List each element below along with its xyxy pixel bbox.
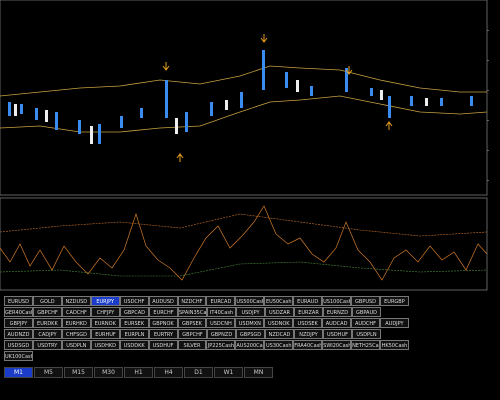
symbol-button[interactable]: USDJPY	[236, 307, 265, 317]
symbol-button[interactable]: HK50Cash	[379, 340, 409, 350]
symbol-button[interactable]: USDCNH	[206, 318, 236, 328]
symbol-button[interactable]: GBPCHF	[178, 329, 207, 339]
symbol-button[interactable]: SPAIN35Cash	[178, 307, 207, 317]
symbol-button[interactable]: NZDCHF	[177, 296, 207, 306]
upper-band	[0, 65, 487, 97]
timeframe-bar: M1 M5 M15 M30 H1 H4 D1 W1 MN	[4, 367, 274, 378]
symbol-button[interactable]: GBPSGD	[236, 329, 265, 339]
symbol-button[interactable]: USDDKK	[119, 340, 149, 350]
symbol-button[interactable]: FRA40Cash	[293, 340, 323, 350]
symbol-button[interactable]: SILVER	[177, 340, 207, 350]
symbol-button[interactable]: EURGBP	[379, 296, 409, 306]
symbol-row: UK100Cash	[4, 351, 409, 362]
symbol-button[interactable]: UK100Cash	[4, 351, 33, 361]
symbol-row: AUDNZD CADJPY CHFSGD EURHUF EURPLN EURTRY GBPC…	[4, 329, 409, 340]
symbol-button[interactable]: GBPUSD	[351, 296, 380, 306]
symbol-button[interactable]: EURNOK	[90, 318, 120, 328]
symbol-button[interactable]: AUDNZD	[4, 329, 33, 339]
symbol-button[interactable]: USDNOK	[264, 318, 294, 328]
timeframe-button[interactable]: M15	[64, 367, 93, 378]
price-frame	[0, 0, 488, 196]
timeframe-button[interactable]: M30	[94, 367, 123, 378]
symbol-button[interactable]: IT40Cash	[207, 307, 236, 317]
symbol-panel: EURUSD GOLD NZDUSD EURJPY USDCHF AUDUSD NZDCHF…	[4, 296, 409, 362]
symbol-button[interactable]: EURCAD	[206, 296, 236, 306]
symbol-button[interactable]: GBPNOK	[148, 318, 178, 328]
symbol-button[interactable]: GER40Cash	[4, 307, 33, 317]
symbol-button[interactable]: CHFJPY	[91, 307, 120, 317]
stoch-lower	[0, 261, 488, 277]
symbol-button[interactable]: GBPJPY	[4, 318, 33, 328]
timeframe-button[interactable]: H4	[154, 367, 183, 378]
symbol-row: EURUSD GOLD NZDUSD EURJPY USDCHF AUDUSD NZDCHF…	[4, 296, 409, 307]
symbol-row: USDSGD USDTRY USDPLN USDHKD USDDKK USDHUF SILV…	[4, 340, 409, 351]
symbol-button[interactable]: CADCHF	[62, 307, 91, 317]
axis-ticks	[487, 30, 489, 181]
symbol-button[interactable]: GBPNZD	[207, 329, 236, 339]
symbol-button[interactable]: JP225Cash	[206, 340, 236, 350]
symbol-button[interactable]: AUDCAD	[322, 318, 352, 328]
symbol-row: GER40Cash GBPCHF CADCHF CHFJPY GBPCAD EURCHF S…	[4, 307, 409, 318]
symbol-button[interactable]: AUDJPY	[379, 318, 409, 328]
timeframe-button[interactable]: MN	[244, 367, 273, 378]
symbol-button[interactable]: USDPLN	[352, 329, 381, 339]
symbol-button[interactable]: AUDUSD	[148, 296, 178, 306]
symbol-button[interactable]: NZDCAD	[265, 329, 294, 339]
stoch-line	[0, 205, 488, 281]
symbol-button[interactable]: USDSEK	[293, 318, 323, 328]
symbol-button[interactable]: US30Cash	[264, 340, 294, 350]
symbol-button[interactable]: US100Cash	[322, 296, 352, 306]
symbol-row: GBPJPY EURDKK EURHKD EURNOK EURSEK GBPNOK GBPS…	[4, 318, 409, 329]
symbol-button[interactable]: NZDJPY	[294, 329, 323, 339]
timeframe-button[interactable]: W1	[214, 367, 243, 378]
symbol-button[interactable]: GOLD	[32, 296, 62, 306]
symbol-button[interactable]: CHFSGD	[62, 329, 91, 339]
indicator-frame	[0, 197, 488, 291]
symbol-button[interactable]: CADJPY	[33, 329, 62, 339]
symbol-button[interactable]: USDTRY	[32, 340, 62, 350]
symbol-button[interactable]: US500Cash	[235, 296, 265, 306]
symbol-button[interactable]: USDHUF	[323, 329, 352, 339]
timeframe-button[interactable]: D1	[184, 367, 213, 378]
symbol-button[interactable]: AUDCHF	[351, 318, 380, 328]
symbol-button[interactable]: EURZAR	[294, 307, 323, 317]
symbol-button[interactable]: USDMXN	[235, 318, 265, 328]
stoch-upper	[0, 213, 488, 237]
symbol-button[interactable]: USDSGD	[4, 340, 33, 350]
timeframe-button[interactable]: M1	[4, 367, 33, 378]
symbol-button[interactable]: USDZAR	[265, 307, 294, 317]
symbol-button[interactable]: GBPSEK	[177, 318, 207, 328]
symbol-button[interactable]: USDHKD	[90, 340, 120, 350]
symbol-button[interactable]: EURPLN	[120, 329, 149, 339]
symbol-button[interactable]: AUS200Cash	[235, 340, 265, 350]
symbol-button[interactable]: GBPCHF	[33, 307, 62, 317]
candles	[8, 50, 473, 144]
symbol-button[interactable]: USDHUF	[148, 340, 178, 350]
symbol-button[interactable]: GBPAUD	[352, 307, 381, 317]
symbol-button[interactable]: USDCHF	[119, 296, 149, 306]
arrows	[162, 34, 393, 162]
symbol-button[interactable]: GBPCAD	[120, 307, 149, 317]
symbol-button[interactable]: USDPLN	[61, 340, 91, 350]
symbol-button[interactable]: EURUSD	[4, 296, 33, 306]
timeframe-button[interactable]: H1	[124, 367, 153, 378]
symbol-button[interactable]: EURSEK	[119, 318, 149, 328]
symbol-button[interactable]: EURHUF	[91, 329, 120, 339]
symbol-button[interactable]: EURJPY	[90, 296, 120, 306]
symbol-button[interactable]: EURCHF	[149, 307, 178, 317]
symbol-button[interactable]: EURNZD	[323, 307, 352, 317]
symbol-button[interactable]: EURDKK	[32, 318, 62, 328]
symbol-button[interactable]: EURTRY	[149, 329, 178, 339]
candles-down	[14, 80, 428, 144]
symbol-button[interactable]: EURHKD	[61, 318, 91, 328]
symbol-button[interactable]: EURAUD	[293, 296, 323, 306]
symbol-button[interactable]: EU50Cash	[264, 296, 294, 306]
symbol-button[interactable]: NZDUSD	[61, 296, 91, 306]
timeframe-button[interactable]: M5	[34, 367, 63, 378]
lower-band	[0, 95, 488, 133]
symbol-button[interactable]: NETH25Cash	[351, 340, 380, 350]
symbol-button[interactable]: SWI20Cash	[322, 340, 352, 350]
